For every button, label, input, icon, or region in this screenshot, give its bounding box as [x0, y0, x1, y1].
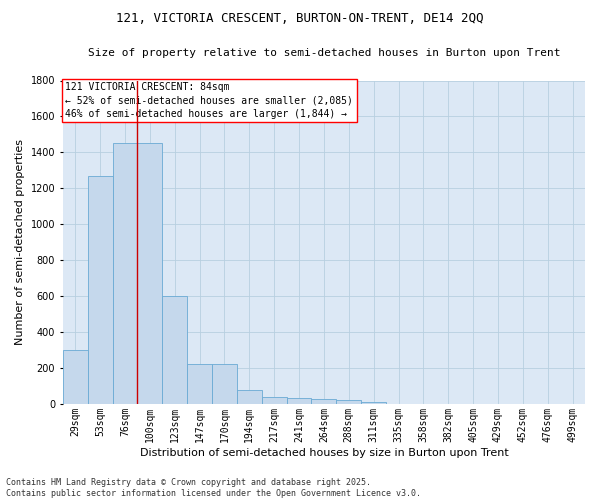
Bar [337, 400, 361, 404]
Bar [212, 364, 237, 404]
Bar [88, 176, 113, 404]
Bar [162, 296, 187, 404]
Title: Size of property relative to semi-detached houses in Burton upon Trent: Size of property relative to semi-detach… [88, 48, 560, 58]
Bar [361, 402, 386, 404]
Bar [113, 144, 137, 404]
Y-axis label: Number of semi-detached properties: Number of semi-detached properties [15, 139, 25, 345]
Bar [311, 398, 337, 404]
Text: 121, VICTORIA CRESCENT, BURTON-ON-TRENT, DE14 2QQ: 121, VICTORIA CRESCENT, BURTON-ON-TRENT,… [116, 12, 484, 26]
Text: 121 VICTORIA CRESCENT: 84sqm
← 52% of semi-detached houses are smaller (2,085)
4: 121 VICTORIA CRESCENT: 84sqm ← 52% of se… [65, 82, 353, 118]
Bar [237, 390, 262, 404]
Bar [137, 144, 162, 404]
Bar [287, 398, 311, 404]
X-axis label: Distribution of semi-detached houses by size in Burton upon Trent: Distribution of semi-detached houses by … [140, 448, 508, 458]
Text: Contains HM Land Registry data © Crown copyright and database right 2025.
Contai: Contains HM Land Registry data © Crown c… [6, 478, 421, 498]
Bar [262, 396, 287, 404]
Bar [63, 350, 88, 404]
Bar [187, 364, 212, 404]
